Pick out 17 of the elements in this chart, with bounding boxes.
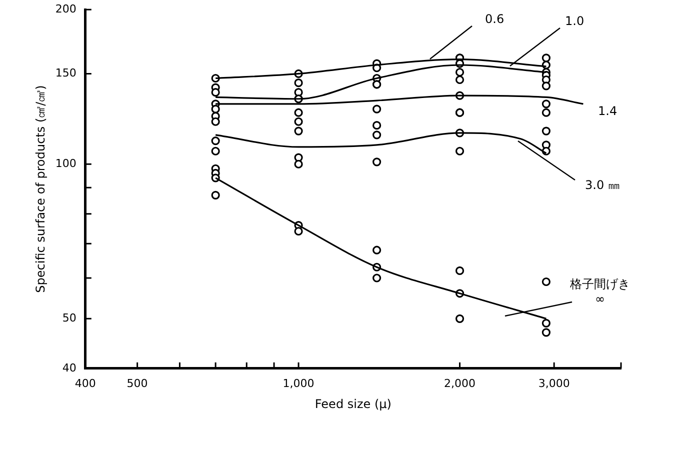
text: 格子間げき ∞	[569, 277, 630, 306]
y-tick-label: 100	[55, 156, 76, 170]
text: 3.0 ㎜	[585, 178, 620, 192]
x-tick-label: 400	[74, 376, 96, 390]
y-tick-label: 50	[62, 312, 76, 325]
y-tick-label: 200	[55, 2, 76, 16]
text: 0.6	[485, 12, 504, 26]
x-tick-label: 2,000	[444, 376, 476, 390]
y-tick-label: 40	[62, 361, 76, 374]
series-label: 1.4	[598, 104, 618, 118]
x-axis-title: Feed size (μ)	[314, 396, 392, 411]
text: 1.0	[565, 14, 584, 28]
x-tick-label: 3,000	[538, 376, 570, 390]
y-tick-label: 150	[55, 66, 76, 80]
x-tick-label: 1,000	[282, 376, 314, 390]
y-axis-title: Specific surface of products (㎠/㎤)	[33, 85, 48, 293]
x-tick-label: 500	[126, 376, 148, 390]
